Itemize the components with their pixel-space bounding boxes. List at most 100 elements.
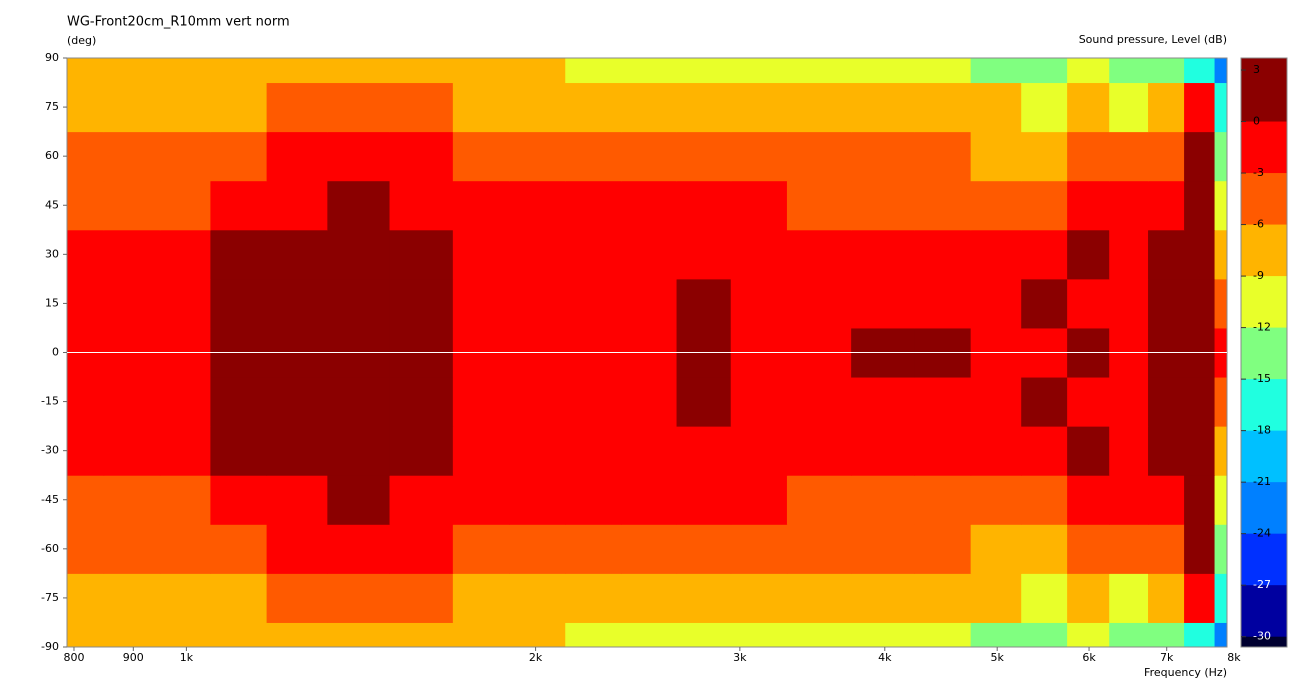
contour-cell bbox=[327, 229, 391, 280]
contour-cell bbox=[786, 622, 852, 648]
contour-cell bbox=[103, 573, 161, 623]
contour-cell bbox=[621, 278, 678, 329]
contour-cell bbox=[1214, 426, 1228, 476]
contour-cell bbox=[327, 573, 391, 623]
contour-cell bbox=[565, 622, 622, 648]
contour-cell bbox=[1214, 622, 1228, 648]
y-tick-label: -90 bbox=[41, 640, 59, 653]
contour-cell bbox=[1148, 58, 1185, 84]
contour-cell bbox=[452, 475, 510, 525]
contour-cell bbox=[266, 573, 328, 623]
contour-cell bbox=[103, 180, 161, 231]
contour-cell bbox=[1067, 622, 1110, 648]
contour-cell bbox=[327, 475, 391, 525]
x-tick-label: 8k bbox=[1227, 651, 1241, 664]
contour-cell bbox=[327, 377, 391, 427]
contour-cell bbox=[970, 377, 1022, 427]
contour-cell bbox=[103, 82, 161, 133]
contour-cell bbox=[676, 58, 732, 84]
contour-cell bbox=[970, 180, 1022, 231]
contour-cell bbox=[565, 131, 622, 182]
colorbar-tick-label: -30 bbox=[1253, 630, 1271, 643]
contour-cell bbox=[266, 524, 328, 574]
contour-cell bbox=[159, 180, 211, 231]
contour-cell bbox=[621, 82, 678, 133]
colorbar-band bbox=[1241, 482, 1287, 535]
contour-cell bbox=[1067, 131, 1110, 182]
contour-cell bbox=[1184, 229, 1216, 280]
contour-cell bbox=[1067, 180, 1110, 231]
contour-cell bbox=[914, 58, 972, 84]
colorbar-tick-label: -18 bbox=[1253, 424, 1271, 437]
contour-cell bbox=[786, 475, 852, 525]
contour-cell bbox=[103, 229, 161, 280]
contour-cell bbox=[730, 426, 788, 476]
contour-cell bbox=[1109, 229, 1149, 280]
contour-cell bbox=[509, 180, 566, 231]
contour-cell bbox=[509, 229, 566, 280]
contour-cell bbox=[786, 426, 852, 476]
contour-cell bbox=[851, 622, 915, 648]
contour-cell bbox=[1214, 229, 1228, 280]
y-tick-label: 45 bbox=[45, 198, 59, 211]
contour-cell bbox=[210, 229, 268, 280]
colorbar-band bbox=[1241, 585, 1287, 638]
contour-cell bbox=[327, 524, 391, 574]
contour-cell bbox=[851, 82, 915, 133]
contour-cell bbox=[159, 278, 211, 329]
colorbar-tick-label: -12 bbox=[1253, 321, 1271, 334]
contour-cell bbox=[970, 82, 1022, 133]
contour-cell bbox=[210, 426, 268, 476]
contour-cell bbox=[1184, 475, 1216, 525]
contour-cell bbox=[1148, 573, 1185, 623]
contour-cell bbox=[1021, 229, 1068, 280]
contour-cell bbox=[621, 229, 678, 280]
colorbar-band bbox=[1241, 379, 1287, 432]
contour-cell bbox=[67, 82, 105, 133]
contour-cell bbox=[914, 278, 972, 329]
contour-cell bbox=[1184, 180, 1216, 231]
contour-cell bbox=[1067, 82, 1110, 133]
contour-cell bbox=[103, 475, 161, 525]
contour-cell bbox=[676, 475, 732, 525]
contour-cell bbox=[730, 622, 788, 648]
contour-cell bbox=[452, 622, 510, 648]
contour-cell bbox=[970, 524, 1022, 574]
contour-cell bbox=[914, 573, 972, 623]
contour-cell bbox=[1021, 82, 1068, 133]
contour-cell bbox=[621, 377, 678, 427]
contour-cell bbox=[389, 475, 454, 525]
contour-cell bbox=[730, 475, 788, 525]
y-tick-label: 30 bbox=[45, 247, 59, 260]
contour-cell bbox=[851, 524, 915, 574]
contour-cell bbox=[786, 524, 852, 574]
colorbar-tick-label: -27 bbox=[1253, 578, 1271, 591]
contour-cell bbox=[1148, 180, 1185, 231]
contour-cell bbox=[210, 180, 268, 231]
contour-cell bbox=[509, 278, 566, 329]
contour-cell bbox=[970, 426, 1022, 476]
x-tick-label: 900 bbox=[123, 651, 144, 664]
contour-cell bbox=[103, 131, 161, 182]
y-tick-label: 0 bbox=[52, 346, 59, 359]
contour-cell bbox=[210, 573, 268, 623]
contour-cell bbox=[1109, 82, 1149, 133]
contour-cell bbox=[914, 524, 972, 574]
contour-cell bbox=[1021, 573, 1068, 623]
contour-cell bbox=[970, 229, 1022, 280]
contour-cell bbox=[1214, 278, 1228, 329]
contour-cell bbox=[1067, 426, 1110, 476]
contour-cell bbox=[970, 278, 1022, 329]
contour-cell bbox=[327, 131, 391, 182]
contour-cell bbox=[676, 229, 732, 280]
contour-cell bbox=[676, 622, 732, 648]
contour-cell bbox=[67, 622, 105, 648]
contour-cell bbox=[1021, 524, 1068, 574]
contour-cell bbox=[676, 278, 732, 329]
contour-cell bbox=[266, 426, 328, 476]
contour-cell bbox=[1109, 524, 1149, 574]
contour-cell bbox=[914, 377, 972, 427]
contour-cell bbox=[452, 377, 510, 427]
colorbar-band bbox=[1241, 58, 1287, 123]
contour-cell bbox=[67, 229, 105, 280]
